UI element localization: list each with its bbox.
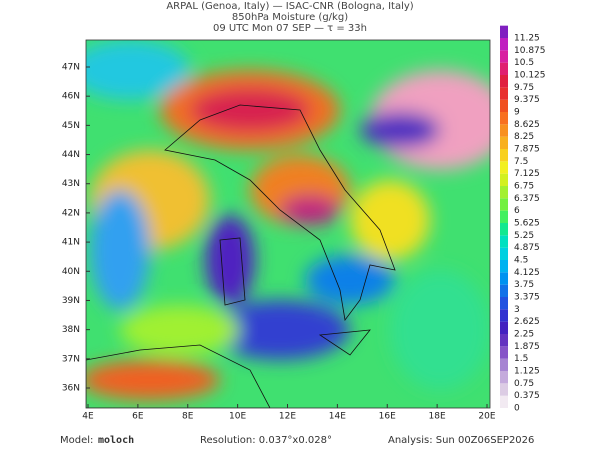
colorbar-swatch — [500, 309, 508, 322]
colorbar-swatch — [500, 247, 508, 260]
colorbar-swatch — [500, 75, 508, 88]
colorbar-swatch — [500, 112, 508, 125]
colorbar-swatch — [500, 383, 508, 396]
colorbar-label: 8.625 — [514, 120, 540, 130]
colorbar-swatch — [500, 297, 508, 310]
colorbar-label: 3 — [514, 305, 520, 315]
colorbar-swatch — [500, 334, 508, 347]
colorbar-swatch — [500, 235, 508, 248]
footer-analysis: Analysis: Sun 00Z06SEP2026 — [388, 435, 534, 446]
lon-tick-label: 10E — [229, 412, 246, 422]
colorbar-label: 2.625 — [514, 317, 540, 327]
colorbar-swatch — [500, 62, 508, 75]
colorbar-label: 6.75 — [514, 182, 534, 192]
colorbar-label: 6 — [514, 206, 520, 216]
colorbar-swatch — [500, 210, 508, 223]
colorbar-label: 3.375 — [514, 293, 540, 303]
colorbar-swatch — [500, 371, 508, 384]
lon-tick-label: 12E — [279, 412, 296, 422]
colorbar-swatch — [500, 99, 508, 112]
colorbar-swatch — [500, 87, 508, 100]
colorbar-label: 4.5 — [514, 256, 528, 266]
lat-tick-label: 43N — [62, 179, 80, 189]
lon-tick-label: 14E — [329, 412, 346, 422]
colorbar-label: 1.875 — [514, 342, 540, 352]
colorbar-swatch — [500, 50, 508, 63]
colorbar-label: 11.25 — [514, 34, 540, 44]
colorbar-swatch — [500, 346, 508, 359]
colorbar-swatch — [500, 358, 508, 371]
colorbar-label: 4.125 — [514, 268, 540, 278]
colorbar-label: 7.875 — [514, 145, 540, 155]
lat-tick-label: 37N — [62, 354, 80, 364]
colorbar-swatch — [500, 38, 508, 51]
colorbar-label: 1.5 — [514, 354, 528, 364]
colorbar-label: 6.375 — [514, 194, 540, 204]
colorbar-swatch — [500, 272, 508, 285]
footer-model: moloch — [98, 435, 134, 446]
lat-tick-label: 38N — [62, 325, 80, 335]
colorbar-swatch — [500, 161, 508, 174]
colorbar-swatch — [500, 186, 508, 199]
lon-tick-label: 4E — [82, 412, 94, 422]
lon-tick-label: 8E — [182, 412, 194, 422]
lat-tick-label: 45N — [62, 121, 80, 131]
lon-tick-label: 16E — [379, 412, 396, 422]
colorbar-label: 9.75 — [514, 83, 534, 93]
colorbar-label: 0.75 — [514, 379, 534, 389]
colorbar-swatch — [500, 321, 508, 334]
colorbar-label: 5.25 — [514, 231, 534, 241]
colorbar-label: 5.625 — [514, 219, 540, 229]
lat-tick-label: 39N — [62, 296, 80, 306]
lat-tick-label: 46N — [62, 92, 80, 102]
colorbar-label: 10.125 — [514, 71, 546, 81]
colorbar-label: 7.125 — [514, 169, 540, 179]
footer-resolution: Resolution: 0.037°x0.028° — [200, 435, 332, 446]
lat-tick-label: 44N — [62, 150, 80, 160]
lat-tick-label: 42N — [62, 208, 80, 218]
colorbar-label: 0 — [514, 404, 520, 414]
lat-tick-label: 41N — [62, 238, 80, 248]
colorbar-swatch — [500, 223, 508, 236]
colorbar-label: 9.375 — [514, 95, 540, 105]
lat-tick-label: 36N — [62, 384, 80, 394]
header-line: 09 UTC Mon 07 SEP — τ = 33h — [213, 23, 367, 34]
moisture-field — [86, 40, 490, 408]
colorbar-swatch — [500, 136, 508, 149]
footer-model-label: Model: — [60, 435, 93, 446]
colorbar-label: 10.5 — [514, 58, 534, 68]
colorbar-swatch — [500, 25, 508, 38]
colorbar-swatch — [500, 149, 508, 162]
colorbar-swatch — [500, 284, 508, 297]
lon-tick-label: 6E — [132, 412, 144, 422]
colorbar-swatch — [500, 260, 508, 273]
header-line: 850hPa Moisture (g/kg) — [232, 12, 348, 23]
colorbar-label: 3.75 — [514, 280, 534, 290]
colorbar-swatch — [500, 395, 508, 408]
colorbar-label: 4.875 — [514, 243, 540, 253]
colorbar-swatch — [500, 198, 508, 211]
colorbar-label: 2.25 — [514, 330, 534, 340]
colorbar-swatch — [500, 124, 508, 137]
lon-tick-label: 20E — [478, 412, 495, 422]
colorbar-swatch — [500, 173, 508, 186]
colorbar-label: 10.875 — [514, 46, 546, 56]
lat-tick-label: 40N — [62, 267, 80, 277]
colorbar-label: 9 — [514, 108, 520, 118]
colorbar-label: 7.5 — [514, 157, 528, 167]
header-line: ARPAL (Genoa, Italy) — ISAC-CNR (Bologna… — [166, 1, 413, 12]
lon-tick-label: 18E — [429, 412, 446, 422]
colorbar-label: 8.25 — [514, 132, 534, 142]
colorbar-label: 1.125 — [514, 367, 540, 377]
lat-tick-label: 47N — [62, 63, 80, 73]
colorbar-label: 0.375 — [514, 391, 540, 401]
